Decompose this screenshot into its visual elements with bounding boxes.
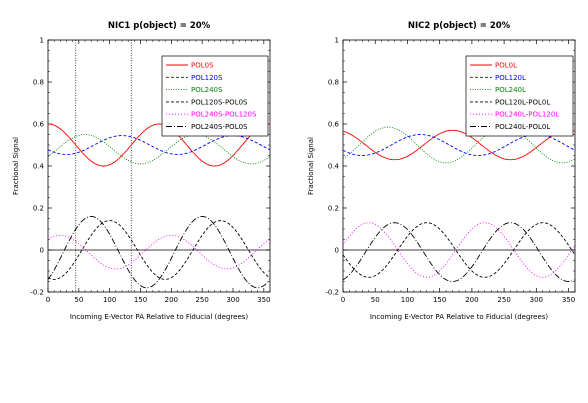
y-tick-label: 0 <box>40 247 44 255</box>
x-tick-label: 250 <box>497 296 510 304</box>
legend-label: POL120L-POL0L <box>495 98 550 106</box>
x-tick-label: 350 <box>562 296 575 304</box>
chart-title: NIC1 p(object) = 20% <box>108 21 211 31</box>
series-line-pol240s-pol0s <box>48 215 270 289</box>
x-tick-label: 200 <box>465 296 478 304</box>
x-tick-label: 350 <box>257 296 270 304</box>
y-tick-label: 1 <box>40 37 44 45</box>
legend-label: POL0S <box>191 62 214 70</box>
y-tick-label: 0.6 <box>33 121 45 129</box>
x-tick-label: 150 <box>433 296 446 304</box>
legend-label: POL0L <box>495 62 517 70</box>
x-tick-label: 50 <box>371 296 380 304</box>
x-tick-label: 100 <box>401 296 414 304</box>
series-line-pol240s <box>48 134 270 165</box>
y-tick-label: 0.4 <box>33 163 45 171</box>
chart-nic2: NIC2 p(object) = 20% Fractional Signal Inc… <box>307 21 576 321</box>
x-axis-label: Incoming E-Vector PA Relative to Fiducia… <box>70 313 249 321</box>
y-tick-label: -0.2 <box>325 289 339 297</box>
legend-label: POL120L <box>495 74 526 82</box>
series-line-pol0l <box>343 129 575 161</box>
y-tick-label: 0.2 <box>328 205 339 213</box>
x-tick-label: 250 <box>195 296 208 304</box>
legend-box <box>161 55 269 137</box>
x-tick-label: 0 <box>46 296 50 304</box>
series-line-pol240s-pol120s <box>48 234 270 270</box>
chart-nic1: NIC1 p(object) = 20% Fractional Signal Inc… <box>12 21 271 321</box>
y-tick-label: 0.4 <box>328 163 340 171</box>
legend-label: POL120S-POL0S <box>191 98 248 106</box>
y-tick-label: 0 <box>335 247 339 255</box>
x-tick-label: 150 <box>134 296 147 304</box>
y-axis-label: Fractional Signal <box>307 137 315 195</box>
x-tick-label: 100 <box>103 296 116 304</box>
x-tick-label: 300 <box>530 296 543 304</box>
chart-title: NIC2 p(object) = 20% <box>408 21 511 31</box>
y-tick-label: -0.2 <box>30 289 44 297</box>
x-tick-label: 0 <box>341 296 345 304</box>
series-line-pol120l-pol0l <box>343 222 575 278</box>
series-line-pol240l <box>343 126 575 164</box>
y-tick-label: 0.8 <box>33 79 44 87</box>
series-line-pol0s <box>48 123 270 167</box>
x-axis-label: Incoming E-Vector PA Relative to Fiducia… <box>370 313 549 321</box>
legend-label: POL120S <box>191 74 223 82</box>
y-tick-label: 0.6 <box>328 121 340 129</box>
y-tick-label: 0.8 <box>328 79 339 87</box>
legend-label: POL240S-POL0S <box>191 123 248 131</box>
series-line-pol240l-pol0l <box>343 222 575 282</box>
legend-label: POL240L-POL120L <box>495 111 559 119</box>
x-tick-label: 200 <box>165 296 178 304</box>
legend-label: POL240L <box>495 86 526 94</box>
x-tick-label: 300 <box>226 296 239 304</box>
legend-label: POL240S-POL120S <box>191 111 257 119</box>
y-tick-label: 0.2 <box>33 205 44 213</box>
legend-box <box>465 55 574 137</box>
legend-label: POL240S <box>191 86 223 94</box>
legend-label: POL240L-POL0L <box>495 123 550 131</box>
series-line-pol120s-pol0s <box>48 220 270 280</box>
y-axis-label: Fractional Signal <box>12 137 20 195</box>
x-tick-label: 50 <box>74 296 83 304</box>
y-tick-label: 1 <box>335 37 339 45</box>
